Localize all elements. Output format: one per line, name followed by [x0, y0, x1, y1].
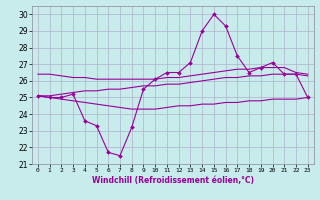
X-axis label: Windchill (Refroidissement éolien,°C): Windchill (Refroidissement éolien,°C): [92, 176, 254, 185]
